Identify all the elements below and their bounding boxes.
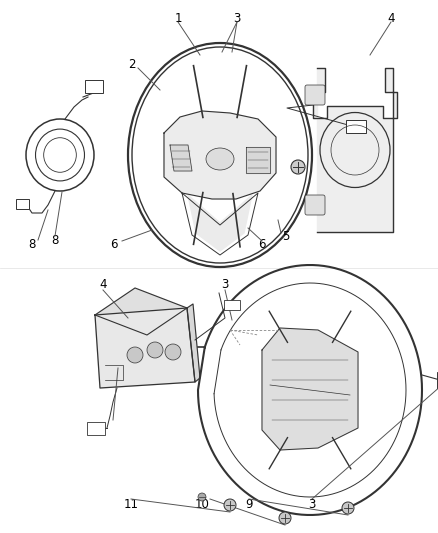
Text: 10: 10 bbox=[194, 497, 209, 511]
Text: 6: 6 bbox=[258, 238, 266, 252]
FancyBboxPatch shape bbox=[16, 199, 29, 209]
FancyBboxPatch shape bbox=[85, 80, 103, 93]
Ellipse shape bbox=[206, 148, 234, 170]
Text: 1: 1 bbox=[174, 12, 182, 25]
Text: 9: 9 bbox=[245, 497, 253, 511]
Text: 3: 3 bbox=[221, 279, 229, 292]
FancyBboxPatch shape bbox=[437, 372, 438, 388]
Text: 6: 6 bbox=[110, 238, 118, 251]
Text: 8: 8 bbox=[28, 238, 35, 251]
FancyBboxPatch shape bbox=[224, 300, 240, 310]
Polygon shape bbox=[95, 288, 187, 335]
FancyBboxPatch shape bbox=[305, 195, 325, 215]
Text: 3: 3 bbox=[233, 12, 241, 25]
Text: 11: 11 bbox=[124, 497, 138, 511]
Circle shape bbox=[198, 493, 206, 501]
Polygon shape bbox=[95, 308, 195, 388]
Circle shape bbox=[342, 502, 354, 514]
Circle shape bbox=[127, 347, 143, 363]
Polygon shape bbox=[262, 328, 358, 450]
Text: 2: 2 bbox=[128, 59, 136, 71]
FancyBboxPatch shape bbox=[346, 120, 366, 133]
Polygon shape bbox=[313, 68, 397, 232]
Polygon shape bbox=[164, 111, 276, 199]
Polygon shape bbox=[188, 195, 252, 251]
Circle shape bbox=[165, 344, 181, 360]
Text: 5: 5 bbox=[283, 230, 290, 243]
Circle shape bbox=[147, 342, 163, 358]
Polygon shape bbox=[246, 147, 270, 173]
Text: 8: 8 bbox=[51, 233, 59, 246]
Polygon shape bbox=[187, 304, 200, 382]
Text: 3: 3 bbox=[308, 497, 316, 511]
Circle shape bbox=[279, 512, 291, 524]
Circle shape bbox=[224, 499, 236, 511]
FancyBboxPatch shape bbox=[305, 85, 325, 105]
Text: 4: 4 bbox=[99, 279, 107, 292]
Circle shape bbox=[291, 160, 305, 174]
Text: 4: 4 bbox=[387, 12, 395, 25]
Text: 1: 1 bbox=[108, 366, 116, 378]
FancyBboxPatch shape bbox=[87, 422, 105, 435]
Polygon shape bbox=[170, 145, 192, 171]
